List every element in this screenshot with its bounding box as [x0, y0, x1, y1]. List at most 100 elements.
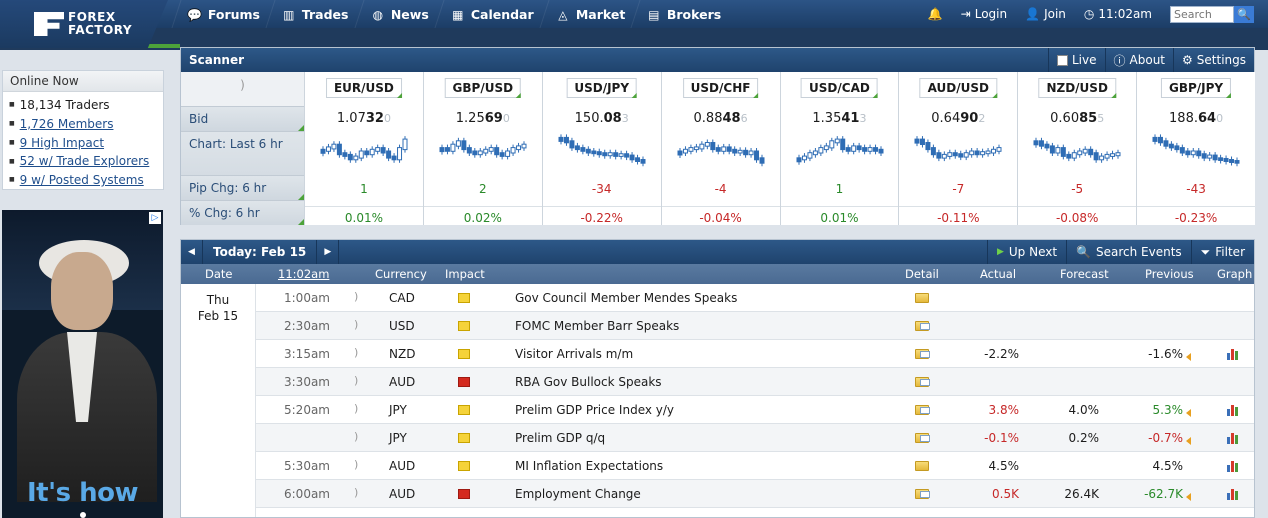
event-title[interactable]: Prelim GDP q/q: [515, 431, 606, 445]
nav-calendar[interactable]: ▦ Calendar: [434, 0, 549, 28]
event-title[interactable]: Prelim GDP Price Index y/y: [515, 403, 675, 417]
pair-name[interactable]: USD/JPY: [566, 78, 638, 98]
event-time: 2:30am: [284, 319, 330, 333]
scanner-pair-nzd-usd[interactable]: NZD/USD 0.60855 -5 -0.08%: [1017, 72, 1137, 225]
scanner-about-button[interactable]: ⓘ About: [1104, 48, 1174, 72]
graph-bars-icon[interactable]: [1227, 488, 1241, 500]
calendar-row[interactable]: 5:30am) AUD MI Inflation Expectations 4.5% 4…: [181, 452, 1254, 480]
live-checkbox[interactable]: [1057, 54, 1068, 66]
scanner-live-toggle[interactable]: Live: [1048, 48, 1105, 72]
search-input[interactable]: [1170, 5, 1234, 23]
scanner-pair-aud-usd[interactable]: AUD/USD 0.64902 -7 -0.11%: [898, 72, 1018, 225]
join-link[interactable]: 👤 Join: [1025, 7, 1066, 21]
up-next-button[interactable]: ▶ Up Next: [986, 240, 1066, 264]
event-sound-icon[interactable]: ): [354, 430, 359, 443]
graph-bars-icon[interactable]: [1227, 432, 1241, 444]
event-title[interactable]: Visitor Arrivals m/m: [515, 347, 634, 361]
search-events-button[interactable]: 🔍 Search Events: [1066, 240, 1191, 264]
forex-factory-logo[interactable]: FOREX FACTORY: [0, 0, 168, 48]
scanner-pair-usd-jpy[interactable]: USD/JPY 150.083 -34 -0.22%: [541, 72, 661, 225]
calendar-row[interactable]: ) JPY Prelim GDP q/q -0.1% 0.2% -0.7%: [181, 424, 1254, 452]
scanner-pair-usd-chf[interactable]: USD/CHF 0.88486 -4 -0.04%: [660, 72, 780, 225]
online-members-link[interactable]: 1,726 Members: [9, 115, 163, 134]
detail-folder-icon[interactable]: [915, 405, 930, 415]
candle-body: [1088, 148, 1094, 156]
clock-time[interactable]: ◷ 11:02am: [1083, 7, 1152, 21]
detail-folder-icon[interactable]: [915, 321, 930, 331]
impact-folder-icon[interactable]: [458, 405, 470, 415]
calendar-row[interactable]: 3:15am) NZD Visitor Arrivals m/m -2.2% -1.6%: [181, 340, 1254, 368]
ad-choices-icon[interactable]: ▷: [149, 212, 161, 224]
impact-folder-icon[interactable]: [458, 293, 470, 303]
today-label[interactable]: Today: Feb 15: [203, 240, 318, 264]
candle-body: [806, 152, 812, 159]
nav-trades[interactable]: ▥ Trades: [265, 0, 364, 28]
advertisement-banner[interactable]: ▷ It's how: [2, 210, 163, 518]
prev-day-arrow-icon[interactable]: ◀: [181, 240, 203, 264]
online-high-impact-link[interactable]: 9 High Impact: [9, 134, 163, 153]
search-icon[interactable]: 🔍: [1234, 5, 1254, 23]
event-sound-icon[interactable]: ): [354, 290, 359, 303]
event-title[interactable]: Gov Council Member Mendes Speaks: [515, 291, 738, 305]
impact-folder-icon[interactable]: [458, 489, 470, 499]
pair-name[interactable]: USD/CHF: [682, 78, 759, 98]
calendar-row[interactable]: 3:30am) AUD RBA Gov Bullock Speaks: [181, 368, 1254, 396]
graph-bars-icon[interactable]: [1227, 404, 1241, 416]
calendar-row[interactable]: 2:30am) USD FOMC Member Barr Speaks: [181, 312, 1254, 340]
scanner-row-labels: ) Bid Chart: Last 6 hr Pip Chg: 6 hr % C…: [181, 72, 304, 225]
event-sound-icon[interactable]: ): [354, 458, 359, 471]
detail-folder-icon[interactable]: [915, 461, 929, 471]
pair-name[interactable]: NZD/USD: [1038, 78, 1117, 98]
detail-folder-icon[interactable]: [915, 377, 930, 387]
impact-folder-icon[interactable]: [458, 349, 470, 359]
site-search: 🔍: [1170, 5, 1254, 23]
detail-folder-icon[interactable]: [915, 293, 929, 303]
event-sound-icon[interactable]: ): [354, 374, 359, 387]
calendar-row[interactable]: 1:00am) CAD Gov Council Member Mendes Spea…: [181, 284, 1254, 312]
nav-brokers[interactable]: ▤ Brokers: [630, 0, 736, 28]
impact-folder-icon[interactable]: [458, 377, 470, 387]
detail-folder-icon[interactable]: [915, 349, 930, 359]
event-title[interactable]: MI Inflation Expectations: [515, 459, 664, 473]
scanner-pair-gbp-jpy[interactable]: GBP/JPY 188.640 -43 -0.23%: [1136, 72, 1255, 225]
online-trade-explorers-link[interactable]: 52 w/ Trade Explorers: [9, 152, 163, 171]
filter-button[interactable]: ⏷ Filter: [1190, 240, 1254, 264]
col-time[interactable]: 11:02am: [278, 267, 330, 281]
impact-folder-icon[interactable]: [458, 461, 470, 471]
scanner-settings-button[interactable]: ⚙ Settings: [1173, 48, 1254, 72]
nav-news[interactable]: ◍ News: [354, 0, 444, 28]
scanner-pair-usd-cad[interactable]: USD/CAD 1.35413 1 0.01%: [779, 72, 899, 225]
impact-folder-icon[interactable]: [458, 321, 470, 331]
impact-folder-icon[interactable]: [458, 433, 470, 443]
pair-name[interactable]: AUD/USD: [919, 78, 998, 98]
nav-forums[interactable]: 💬 Forums: [171, 0, 275, 28]
detail-folder-icon[interactable]: [915, 489, 930, 499]
pair-pip-change: -34: [591, 182, 612, 196]
next-day-arrow-icon[interactable]: ▶: [317, 240, 340, 264]
event-title[interactable]: Employment Change: [515, 487, 641, 501]
event-sound-icon[interactable]: ): [354, 486, 359, 499]
graph-bars-icon[interactable]: [1227, 348, 1241, 360]
detail-folder-icon[interactable]: [915, 433, 930, 443]
scanner-pair-gbp-usd[interactable]: GBP/USD 1.25690 2 0.02%: [422, 72, 542, 225]
pair-name[interactable]: GBP/USD: [444, 78, 522, 98]
nav-market[interactable]: ◬ Market: [538, 0, 640, 28]
pair-name[interactable]: GBP/JPY: [1161, 78, 1232, 98]
event-sound-icon[interactable]: ): [354, 318, 359, 331]
pair-name[interactable]: USD/CAD: [801, 78, 878, 98]
scanner-sound-icon[interactable]: ): [240, 78, 245, 92]
event-sound-icon[interactable]: ): [354, 402, 359, 415]
scanner-pair-eur-usd[interactable]: EUR/USD 1.07320 1 0.01%: [304, 72, 423, 225]
event-title[interactable]: RBA Gov Bullock Speaks: [515, 375, 662, 389]
graph-bars-icon[interactable]: [1227, 460, 1241, 472]
calendar-row[interactable]: 5:20am) JPY Prelim GDP Price Index y/y 3.8%…: [181, 396, 1254, 424]
event-sound-icon[interactable]: ): [354, 346, 359, 359]
calendar-row[interactable]: 6:00am) AUD Employment Change 0.5K 26.4K -62.…: [181, 480, 1254, 508]
pair-name[interactable]: EUR/USD: [325, 78, 402, 98]
login-link[interactable]: ⇥ Login: [960, 7, 1008, 21]
notifications-bell-icon[interactable]: 🔔: [927, 7, 943, 21]
col-actual: Actual: [980, 267, 1017, 281]
online-posted-systems-link[interactable]: 9 w/ Posted Systems: [9, 171, 163, 190]
event-title[interactable]: FOMC Member Barr Speaks: [515, 319, 680, 333]
candle-body: [574, 145, 580, 151]
